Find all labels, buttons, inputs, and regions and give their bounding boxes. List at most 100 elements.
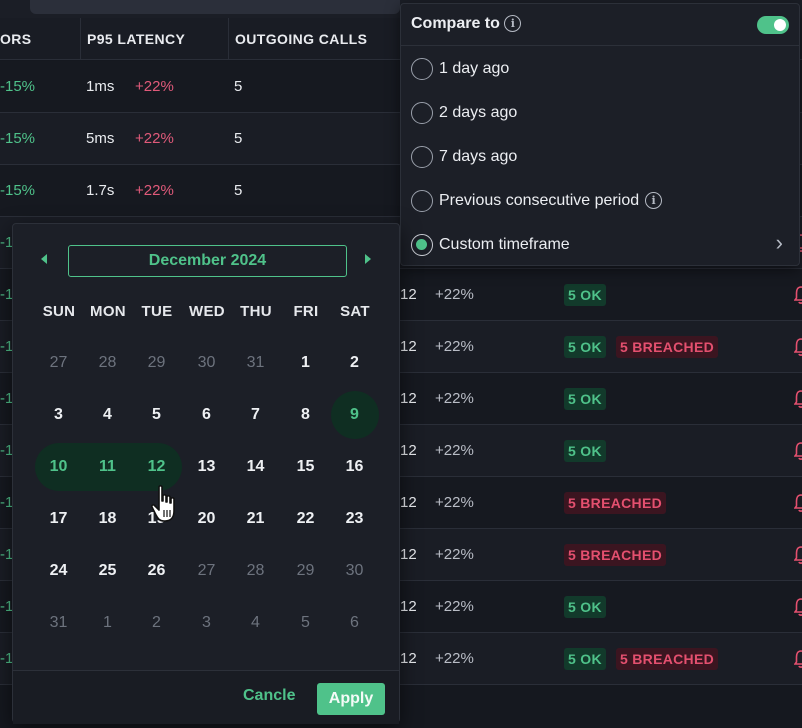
outgoing-calls-value: 5: [234, 182, 243, 199]
alert-bell-icon[interactable]: [794, 337, 802, 357]
row-change: +22%: [435, 494, 474, 511]
calendar-day[interactable]: 2: [152, 614, 161, 631]
calendar-day[interactable]: 29: [147, 354, 166, 371]
info-icon[interactable]: i: [645, 192, 663, 210]
row-value: 12: [400, 598, 417, 615]
calendar-day[interactable]: 27: [197, 562, 216, 579]
compare-option-0[interactable]: 1 day ago: [401, 47, 799, 91]
alert-bell-icon[interactable]: [794, 441, 802, 461]
weekday-label: WED: [189, 303, 225, 320]
compare-option-4[interactable]: Custom timeframe ›: [401, 223, 799, 267]
calendar-day[interactable]: 14: [246, 458, 265, 475]
calendar-day[interactable]: 20: [197, 510, 216, 527]
row-change: +22%: [435, 598, 474, 615]
errors-change: -1: [0, 494, 14, 511]
compare-option-3[interactable]: Previous consecutive period i: [401, 179, 799, 223]
status-badge-ok: 5 OK: [564, 284, 606, 306]
compare-title: Compare to: [411, 15, 500, 32]
compare-toggle[interactable]: [757, 16, 789, 34]
compare-option-label: 2 days ago: [439, 104, 518, 121]
errors-change: -15%: [0, 78, 36, 95]
errors-change: -15%: [0, 182, 36, 199]
info-icon[interactable]: i: [504, 15, 522, 33]
apply-button[interactable]: Apply: [317, 683, 385, 715]
calendar-day[interactable]: 22: [296, 510, 315, 527]
errors-change: -1: [0, 390, 14, 407]
row-value: 12: [400, 390, 417, 407]
calendar-day[interactable]: 3: [202, 614, 211, 631]
calendar-day[interactable]: 3: [54, 406, 63, 423]
calendar-day[interactable]: 5: [152, 406, 161, 423]
status-badge-breached: 5 BREACHED: [616, 648, 719, 670]
calendar-day[interactable]: 21: [246, 510, 265, 527]
errors-change: -1: [0, 546, 14, 563]
calendar-day[interactable]: 23: [345, 510, 364, 527]
next-month-icon[interactable]: [365, 254, 371, 264]
calendar-day[interactable]: 4: [103, 406, 112, 423]
calendar-day[interactable]: 25: [98, 562, 117, 579]
calendar-day[interactable]: 1: [103, 614, 112, 631]
calendar-day[interactable]: 13: [197, 458, 216, 475]
calendar-day[interactable]: 28: [246, 562, 265, 579]
calendar-day[interactable]: 18: [98, 510, 117, 527]
calendar-day[interactable]: 26: [147, 562, 166, 579]
radio-button[interactable]: [411, 146, 433, 168]
errors-change: -15%: [0, 130, 36, 147]
status-badge-ok: 5 OK: [564, 336, 606, 358]
calendar-day[interactable]: 2: [350, 354, 359, 371]
month-selector[interactable]: December 2024: [68, 245, 347, 277]
compare-header: Compare to i: [401, 4, 799, 46]
alert-bell-icon[interactable]: [794, 649, 802, 669]
alert-bell-icon[interactable]: [794, 545, 802, 565]
calendar-day[interactable]: 4: [251, 614, 260, 631]
header-errors[interactable]: ORS: [0, 31, 32, 47]
row-value: 12: [400, 286, 417, 303]
calendar-day[interactable]: 16: [345, 458, 364, 475]
calendar-day[interactable]: 30: [345, 562, 364, 579]
calendar-day[interactable]: 29: [296, 562, 315, 579]
radio-button[interactable]: [411, 58, 433, 80]
calendar-day[interactable]: 15: [296, 458, 315, 475]
calendar-day[interactable]: 12: [147, 458, 166, 475]
calendar-day[interactable]: 31: [246, 354, 265, 371]
calendar-day[interactable]: 9: [350, 406, 359, 423]
calendar-day[interactable]: 7: [251, 406, 260, 423]
calendar-day[interactable]: 10: [49, 458, 68, 475]
status-badge-breached: 5 BREACHED: [616, 336, 719, 358]
calendar-day[interactable]: 11: [99, 458, 116, 475]
header-outgoing-calls[interactable]: OUTGOING CALLS: [228, 18, 400, 60]
header-p95-latency[interactable]: P95 LATENCY: [80, 18, 228, 60]
scroll-thumb[interactable]: [30, 0, 400, 14]
cancel-button[interactable]: Cancle: [243, 687, 296, 704]
alert-bell-icon[interactable]: [794, 285, 802, 305]
radio-button[interactable]: [411, 234, 433, 256]
calendar-day[interactable]: 31: [49, 614, 68, 631]
row-change: +22%: [435, 390, 474, 407]
status-badge-breached: 5 BREACHED: [564, 492, 667, 514]
calendar-day[interactable]: 1: [301, 354, 310, 371]
prev-month-icon[interactable]: [41, 254, 47, 264]
highlighted-day-marker: [331, 391, 379, 439]
alert-bell-icon[interactable]: [794, 389, 802, 409]
row-change: +22%: [435, 338, 474, 355]
calendar-day[interactable]: 28: [98, 354, 117, 371]
errors-change: -1: [0, 286, 14, 303]
calendar-day[interactable]: 24: [49, 562, 68, 579]
radio-button[interactable]: [411, 190, 433, 212]
row-value: 12: [400, 494, 417, 511]
calendar-day[interactable]: 5: [301, 614, 310, 631]
alert-bell-icon[interactable]: [794, 493, 802, 513]
calendar-day[interactable]: 6: [350, 614, 359, 631]
calendar-day[interactable]: 27: [49, 354, 68, 371]
radio-button[interactable]: [411, 102, 433, 124]
status-badge-ok: 5 OK: [564, 648, 606, 670]
alert-bell-icon[interactable]: [794, 597, 802, 617]
compare-option-2[interactable]: 7 days ago: [401, 135, 799, 179]
compare-option-1[interactable]: 2 days ago: [401, 91, 799, 135]
calendar-day[interactable]: 17: [49, 510, 68, 527]
calendar-day[interactable]: 6: [202, 406, 211, 423]
chevron-right-icon[interactable]: ›: [775, 230, 783, 255]
calendar-day[interactable]: 30: [197, 354, 216, 371]
compare-option-label: 1 day ago: [439, 60, 510, 77]
calendar-day[interactable]: 8: [301, 406, 310, 423]
